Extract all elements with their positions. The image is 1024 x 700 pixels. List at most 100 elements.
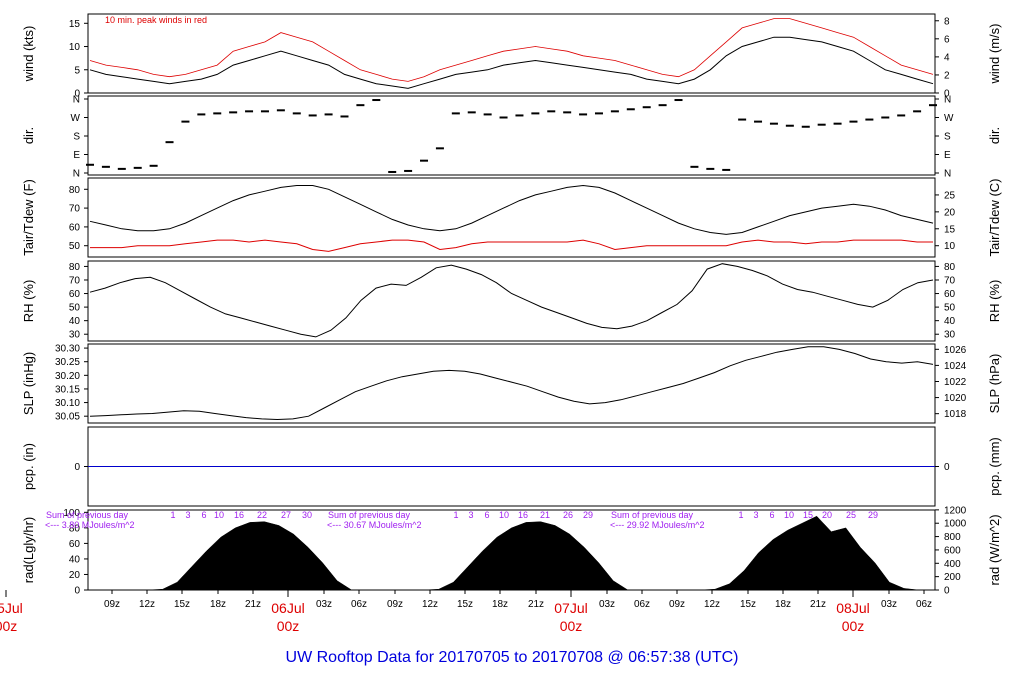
- dir-point: [181, 120, 190, 123]
- rh-left-tick-label: 60: [69, 289, 81, 300]
- rad-top-number: 6: [769, 510, 774, 520]
- dir-point: [340, 115, 349, 118]
- rad-top-number: 10: [784, 510, 794, 520]
- dir-point: [610, 110, 619, 113]
- x-day-tick-hour: 00z: [560, 618, 583, 634]
- dir-point: [769, 122, 778, 125]
- temp-series-line: [89, 184, 934, 235]
- rh-right-tick-label: 80: [944, 262, 956, 273]
- wind-left-tick-label: 15: [69, 19, 81, 30]
- rad-right-tick-label: 400: [944, 559, 961, 570]
- rh-right-axis-label: RH (%): [987, 280, 1002, 323]
- rad-top-number: 1: [453, 510, 458, 520]
- slp-left-tick-label: 30.05: [55, 412, 80, 423]
- x-hour-tick-label: 12z: [422, 599, 438, 610]
- wind-left-tick-label: 10: [69, 42, 81, 53]
- dir-point: [499, 116, 508, 119]
- panel-rad: [84, 509, 939, 591]
- temp-right-tick-label: 15: [944, 224, 956, 235]
- rad-top-number: 20: [822, 510, 832, 520]
- rh-right-tick-label: 40: [944, 316, 956, 327]
- slp-left-tick-label: 30.10: [55, 398, 80, 409]
- dir-point: [642, 106, 651, 109]
- panel-slp: [84, 343, 939, 424]
- dir-point: [101, 165, 110, 168]
- rh-right-tick-label: 60: [944, 289, 956, 300]
- rad-top-number: 6: [201, 510, 206, 520]
- panel-temp: [84, 177, 939, 258]
- dir-left-tick-label: N: [73, 95, 80, 106]
- dir-right-tick-label: N: [944, 95, 951, 106]
- x-hour-tick-label: 18z: [775, 599, 791, 610]
- rad-left-tick-label: 40: [69, 554, 81, 565]
- dir-left-tick-label: W: [71, 113, 81, 124]
- slp-right-tick-label: 1022: [944, 377, 967, 388]
- x-day-tick-date: 08Jul: [836, 600, 869, 616]
- x-hour-tick-label: 09z: [669, 599, 685, 610]
- dir-point: [531, 112, 540, 115]
- dir-point: [324, 113, 333, 116]
- rad-top-number: 10: [499, 510, 509, 520]
- temp-left-tick-label: 60: [69, 222, 81, 233]
- slp-left-tick-label: 30.20: [55, 371, 80, 382]
- dir-point: [913, 110, 922, 113]
- rh-right-tick-label: 30: [944, 330, 956, 341]
- dir-point: [515, 114, 524, 117]
- wind-right-tick-label: 4: [944, 52, 950, 63]
- daily-sum-label: Sum of previous day: [611, 510, 694, 520]
- dir-point: [372, 99, 381, 102]
- dir-point: [579, 113, 588, 116]
- rad-right-tick-label: 800: [944, 532, 961, 543]
- temp-right-axis-label: Tair/Tdew (C): [987, 178, 1002, 256]
- rad-top-number: 3: [468, 510, 473, 520]
- rad-left-tick-label: 80: [69, 523, 81, 534]
- dir-point: [276, 109, 285, 112]
- dir-point: [213, 112, 222, 115]
- rad-top-number: 10: [214, 510, 224, 520]
- rad-top-number: 29: [583, 510, 593, 520]
- rh-left-tick-label: 70: [69, 275, 81, 286]
- dir-point: [420, 159, 429, 162]
- dewpoint-series-line: [90, 239, 933, 252]
- dir-right-tick-label: N: [944, 169, 951, 180]
- panel-dir: [84, 95, 939, 176]
- wind-right-tick-label: 6: [944, 34, 950, 45]
- rad-top-number: 16: [234, 510, 244, 520]
- dir-point: [785, 124, 794, 127]
- rad-right-tick-label: 1200: [944, 505, 967, 516]
- daily-sum-label: Sum of previous day: [328, 510, 411, 520]
- rh-right-tick-label: 50: [944, 303, 956, 314]
- rh-left-tick-label: 40: [69, 316, 81, 327]
- wind-left-tick-label: 5: [74, 65, 80, 76]
- x-hour-tick-label: 06z: [634, 599, 650, 610]
- x-hour-tick-label: 15z: [174, 599, 190, 610]
- daily-sum-value: <--- 30.67 MJoules/m^2: [327, 520, 422, 530]
- rad-top-number: 16: [518, 510, 528, 520]
- rh-left-tick-label: 30: [69, 330, 81, 341]
- x-hour-tick-label: 03z: [599, 599, 615, 610]
- pcp-right-tick-label: 0: [944, 462, 950, 473]
- rad-right-tick-label: 600: [944, 545, 961, 556]
- dir-point: [451, 112, 460, 115]
- x-hour-tick-label: 21z: [810, 599, 826, 610]
- rad-top-number: 29: [868, 510, 878, 520]
- dir-point: [86, 163, 94, 166]
- panel-frame-dir: [87, 95, 936, 176]
- rad-top-number: 1: [738, 510, 743, 520]
- rad-top-number: 30: [302, 510, 312, 520]
- panel-frame-temp: [87, 177, 936, 258]
- rad-top-number: 22: [257, 510, 267, 520]
- dir-point: [801, 125, 810, 128]
- rad-left-tick-label: 60: [69, 539, 81, 550]
- x-day-tick-date: 05Jul: [0, 600, 23, 616]
- x-hour-tick-label: 09z: [387, 599, 403, 610]
- x-hour-tick-label: 03z: [881, 599, 897, 610]
- x-day-tick-hour: 00z: [842, 618, 865, 634]
- dir-point: [308, 114, 317, 117]
- dir-right-tick-label: E: [944, 150, 951, 161]
- slp-right-axis-label: SLP (hPa): [987, 354, 1002, 414]
- wind-left-tick-label: 0: [74, 89, 80, 100]
- x-day-tick-date: 06Jul: [271, 600, 304, 616]
- x-hour-tick-label: 18z: [492, 599, 508, 610]
